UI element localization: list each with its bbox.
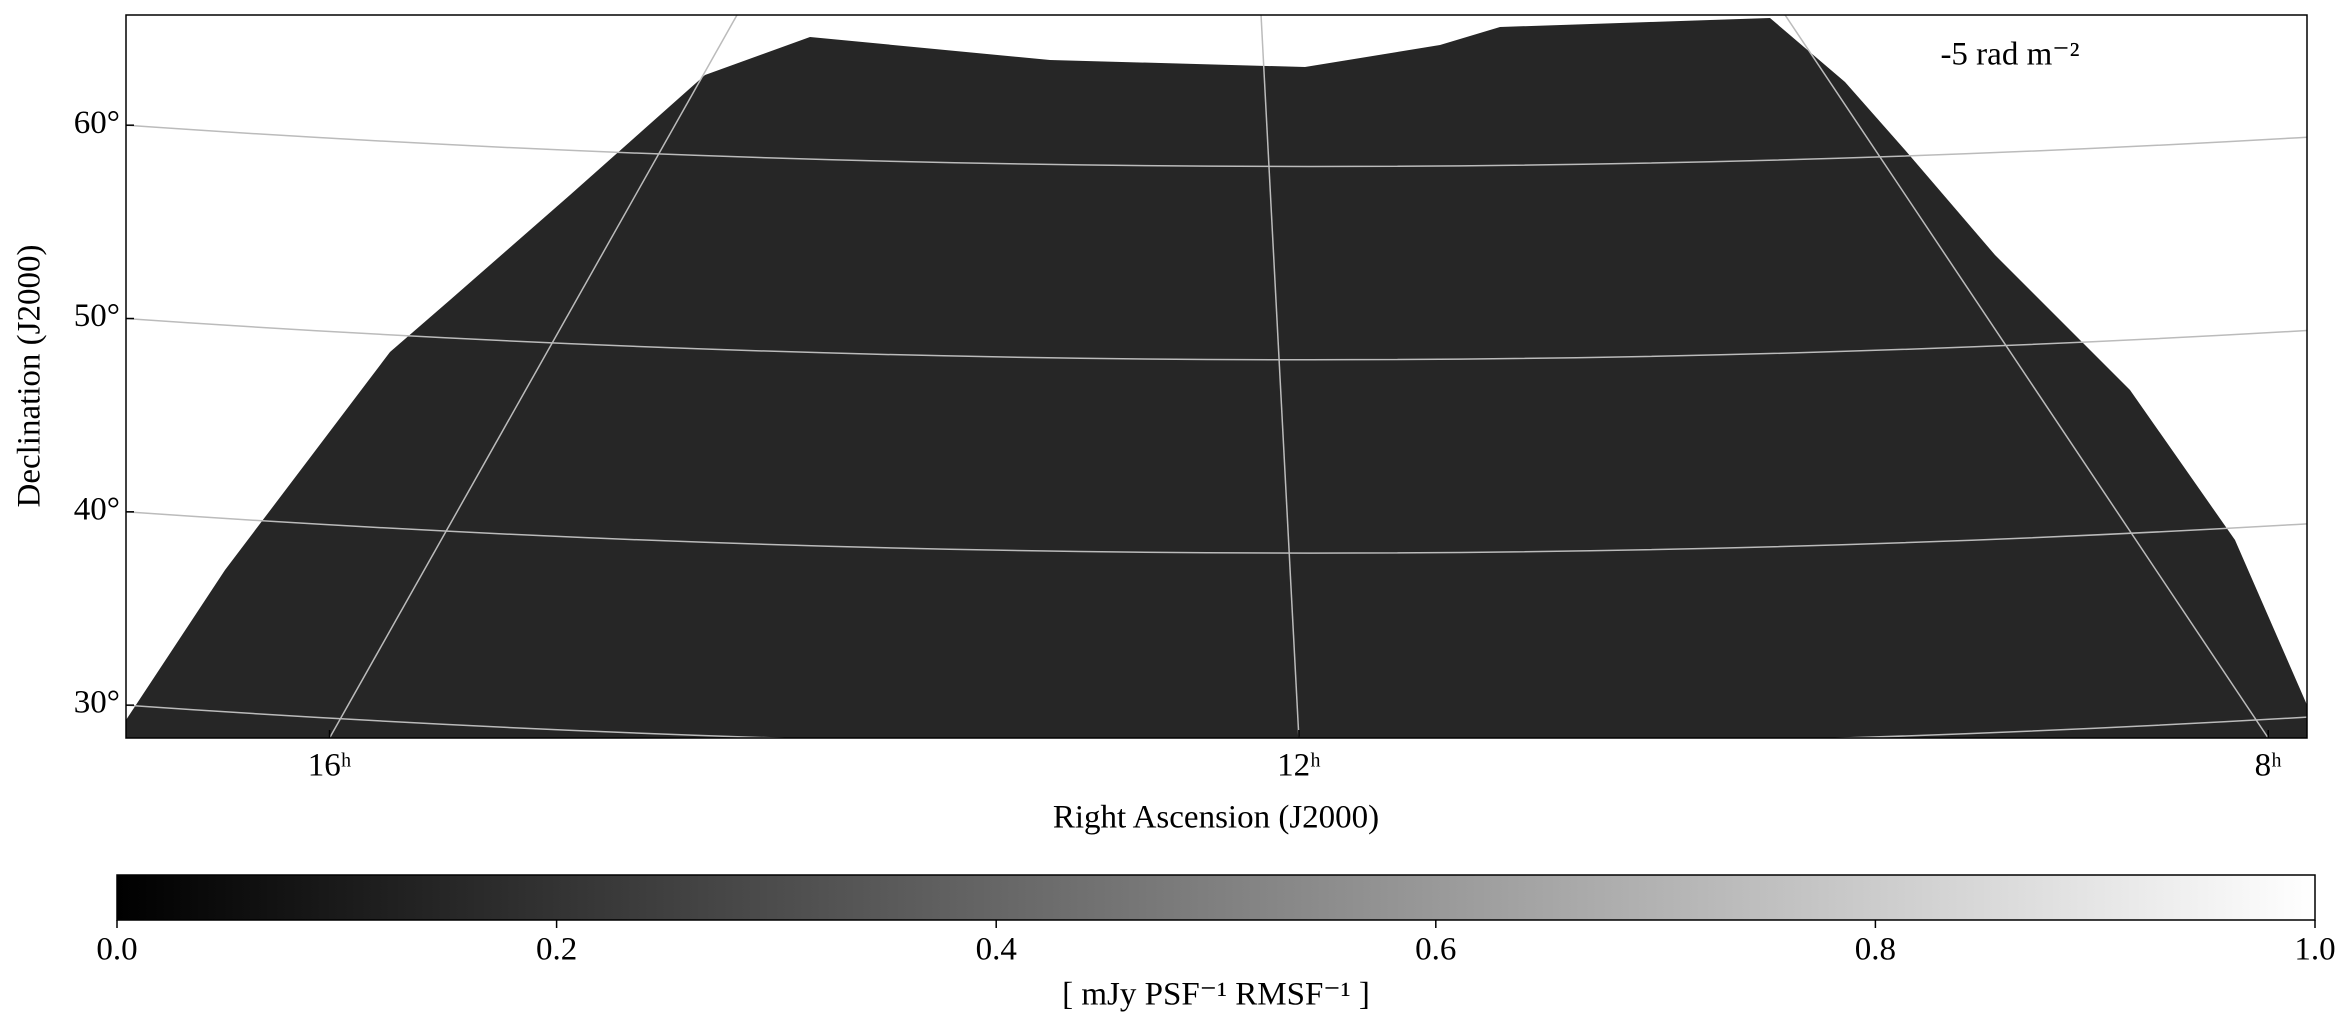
survey-region [126,18,2307,738]
grid-line [1260,15,1300,738]
grid-line [1784,15,2269,738]
colorbar-tick-label: 0.6 [1415,932,1456,968]
colorbar-tick-label: 0.0 [96,932,137,968]
colorbar-label: [ mJy PSF⁻¹ RMSF⁻¹ ] [1062,977,1370,1013]
y-axis-label: Declination (J2000) [12,244,48,507]
y-tick-label: 40° [74,491,120,527]
grid-line [328,15,738,738]
colorbar-tick-label: 0.2 [536,932,577,968]
sky-map [126,18,2307,738]
x-tick-label: 12ʰ [1277,748,1321,784]
y-tick-label: 30° [74,685,120,721]
grid-line [126,511,2307,554]
grid-line [126,124,2307,168]
y-tick-label: 50° [74,298,120,334]
colorbar [116,874,2316,921]
axes-frame [125,14,2308,739]
grid-line [126,704,2307,738]
colorbar-tick-label: 0.8 [1855,932,1896,968]
x-tick-label: 16ʰ [308,748,352,784]
x-axis-label: Right Ascension (J2000) [1053,800,1379,836]
grid-line [126,317,2307,361]
x-tick-label: 8ʰ [2255,748,2283,784]
annotation: -5 rad m⁻² [1940,37,2079,73]
colorbar-tick-label: 0.4 [976,932,1017,968]
grid [126,15,2307,738]
colorbar-tick-label: 1.0 [2294,932,2335,968]
y-tick-label: 60° [74,105,120,141]
